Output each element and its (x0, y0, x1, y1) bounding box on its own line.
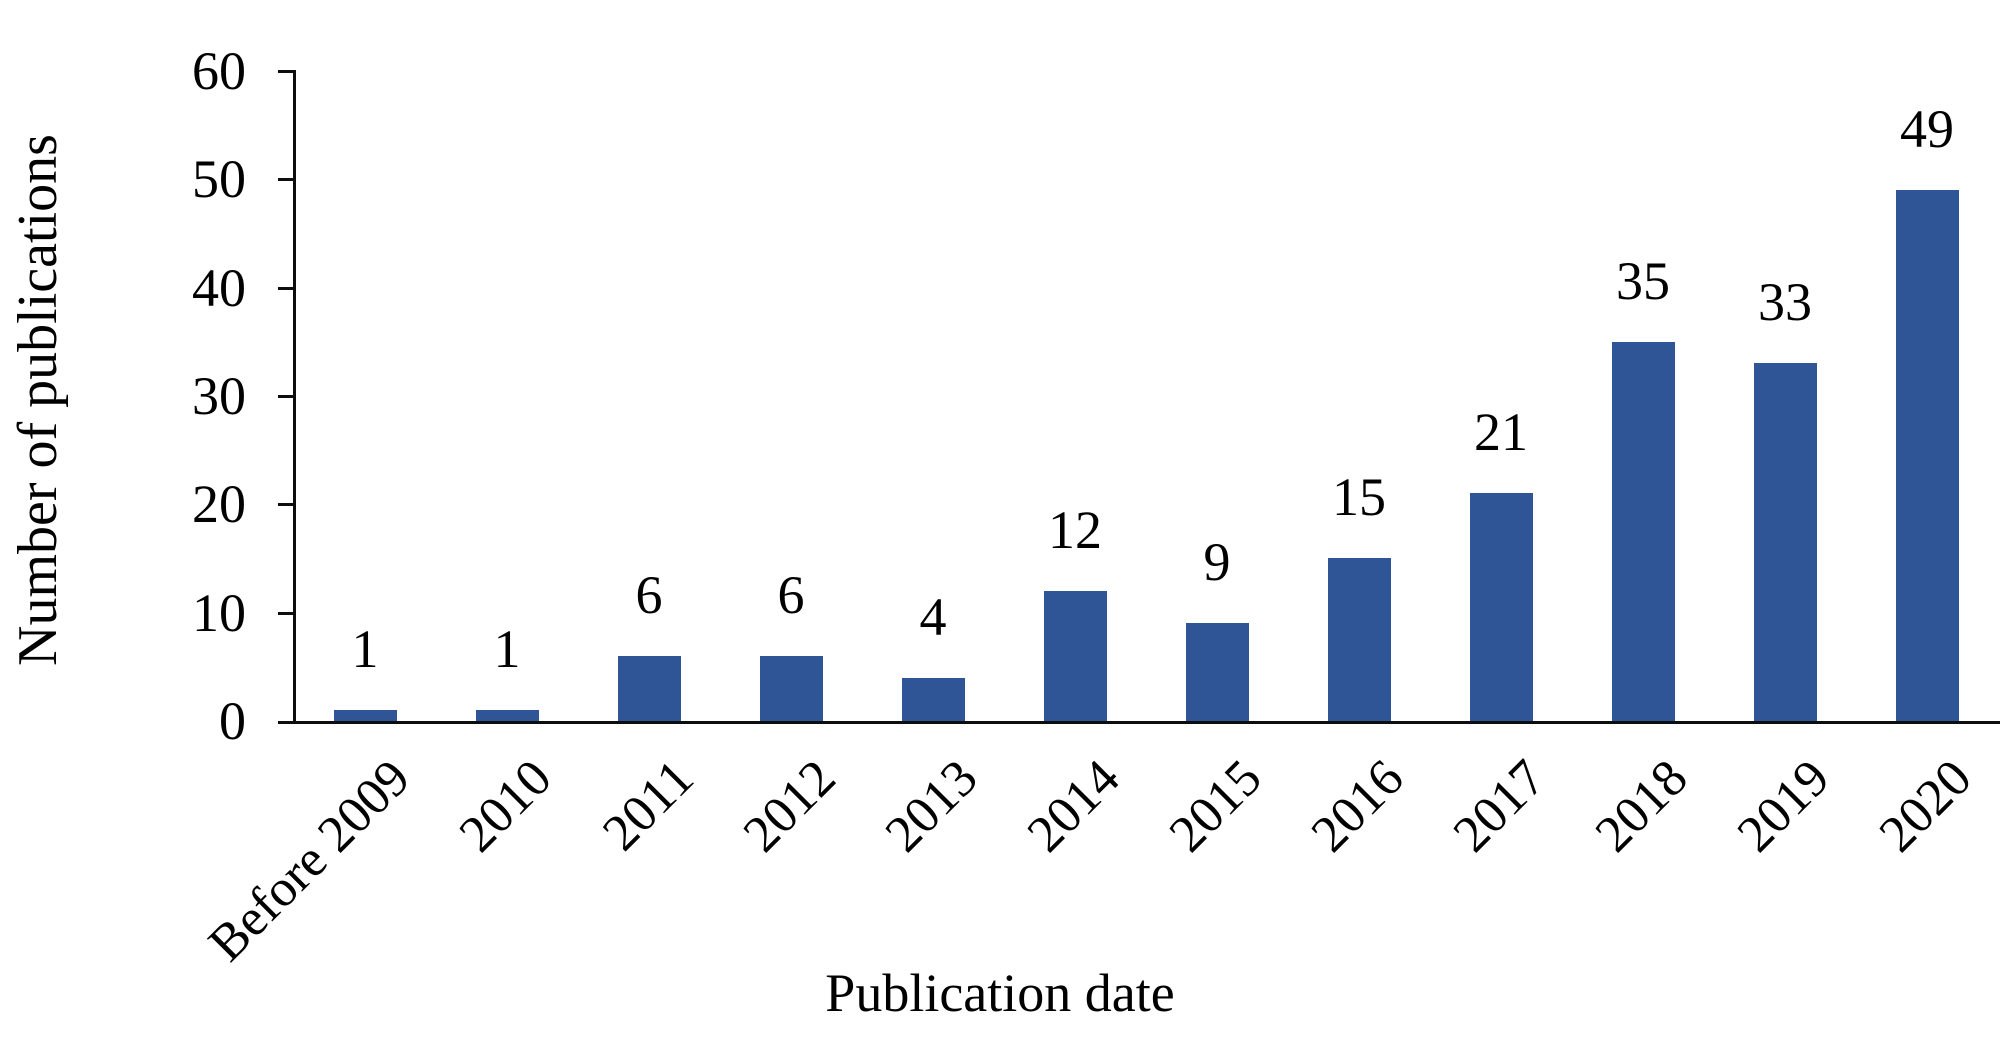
bar-value-label: 6 (777, 565, 805, 625)
x-tick-label: 2017 (1442, 749, 1557, 864)
bar (902, 678, 965, 721)
x-tick-label: 2010 (448, 749, 563, 864)
bar (1612, 342, 1675, 721)
bar (1186, 623, 1249, 721)
y-tick-mark (278, 70, 296, 73)
y-tick-label: 20 (192, 474, 246, 535)
y-tick-label: 60 (192, 41, 246, 101)
y-tick-mark (278, 286, 296, 290)
bar (1754, 363, 1817, 721)
x-tick-label: 2011 (592, 749, 705, 862)
bar (1328, 558, 1391, 721)
y-tick-label: 0 (219, 691, 246, 751)
bar (760, 656, 823, 721)
y-tick-label: 40 (192, 257, 246, 318)
x-tick-label: 2014 (1016, 749, 1131, 864)
bar-value-label: 49 (1900, 99, 1954, 159)
bar-value-label: 1 (351, 619, 379, 679)
x-axis-title: Publication date (825, 963, 1175, 1023)
y-tick-mark (278, 503, 296, 507)
x-tick-label: 2012 (732, 749, 847, 864)
x-tick-label: 2016 (1300, 749, 1415, 864)
bar-value-label: 9 (1203, 532, 1231, 592)
x-axis-line (278, 721, 2000, 724)
y-tick-label: 50 (192, 149, 246, 210)
x-tick-label: 2018 (1584, 749, 1699, 864)
x-tick-label: 2015 (1158, 749, 1273, 864)
x-tick-label: 2019 (1726, 749, 1841, 864)
bar-value-label: 15 (1332, 467, 1386, 527)
bar-value-label: 4 (919, 587, 947, 647)
y-tick-mark (278, 611, 296, 615)
bar-value-label: 1 (493, 619, 521, 679)
bar (334, 710, 397, 721)
bar (476, 710, 539, 721)
bar-value-label: 12 (1048, 500, 1102, 560)
bar-value-label: 35 (1616, 251, 1670, 311)
bar (1044, 591, 1107, 721)
y-tick-mark (278, 395, 296, 398)
bar-value-label: 6 (635, 565, 663, 625)
bar (618, 656, 681, 721)
y-tick-label: 10 (192, 582, 246, 643)
x-tick-label: 2020 (1868, 749, 1983, 864)
x-tick-label: 2013 (874, 749, 989, 864)
bar (1896, 190, 1959, 721)
y-tick-mark (278, 178, 296, 182)
y-tick-label: 30 (192, 366, 246, 426)
x-tick-label: Before 2009 (197, 749, 421, 973)
bar-value-label: 21 (1474, 402, 1528, 462)
bar (1470, 493, 1533, 721)
bar-value-label: 33 (1758, 272, 1812, 332)
